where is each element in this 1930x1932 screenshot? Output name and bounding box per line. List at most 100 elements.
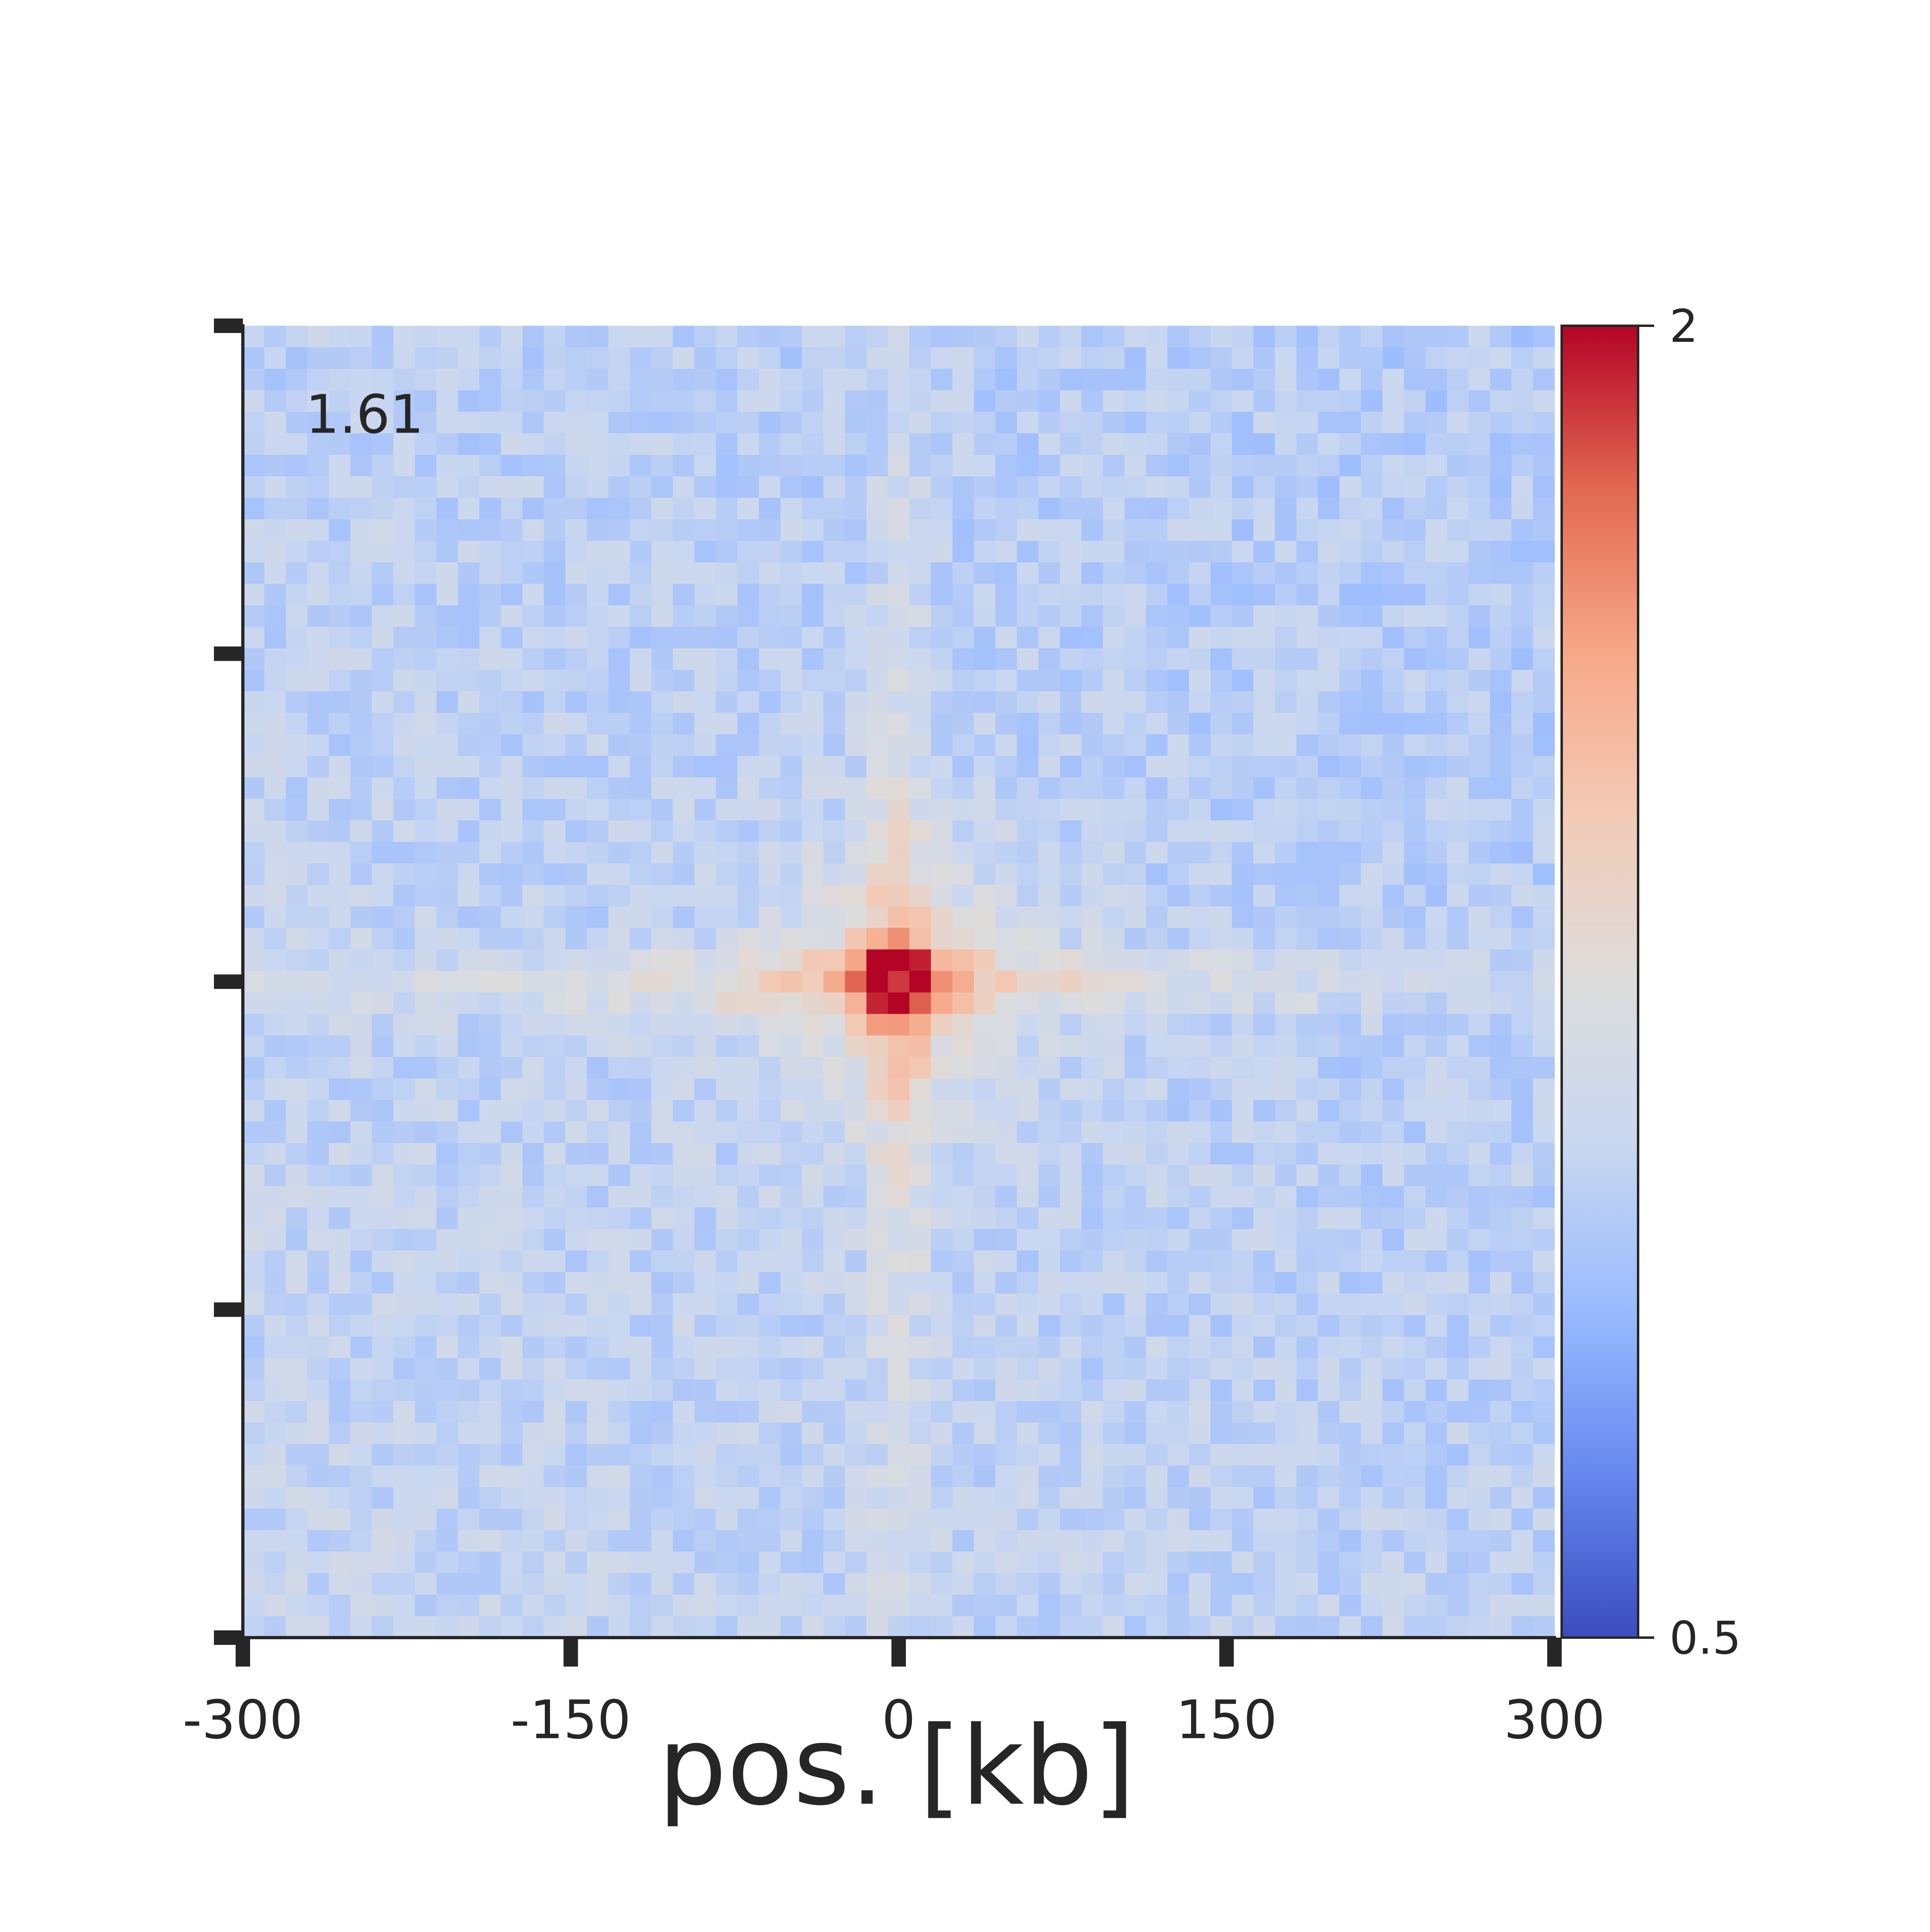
- heatmap-cell: [458, 1616, 480, 1638]
- heatmap-cell: [1533, 820, 1555, 843]
- heatmap-cell: [415, 756, 437, 778]
- heatmap-cell: [458, 347, 480, 369]
- heatmap-cell: [522, 648, 544, 670]
- heatmap-cell: [415, 433, 437, 455]
- heatmap-cell: [931, 1143, 953, 1165]
- heatmap-cell: [651, 433, 673, 455]
- heatmap-cell: [479, 605, 501, 627]
- heatmap-cell: [630, 519, 652, 541]
- heatmap-cell: [1511, 1272, 1534, 1294]
- heatmap-cell: [866, 1035, 889, 1057]
- heatmap-cell: [1210, 627, 1232, 649]
- heatmap-cell: [1232, 648, 1254, 670]
- heatmap-cell: [866, 949, 889, 972]
- heatmap-cell: [1533, 713, 1555, 735]
- heatmap-cell: [651, 326, 673, 348]
- heatmap-cell: [1425, 1401, 1448, 1423]
- heatmap-cell: [845, 411, 867, 434]
- heatmap-cell: [285, 368, 308, 391]
- heatmap-cell: [1167, 1272, 1189, 1294]
- heatmap-cell: [1468, 799, 1491, 821]
- heatmap-cell: [436, 1272, 458, 1294]
- heatmap-cell: [501, 1057, 523, 1079]
- heatmap-cell: [974, 777, 996, 800]
- heatmap-cell: [1318, 1444, 1340, 1466]
- heatmap-cell: [1382, 541, 1404, 563]
- heatmap-cell: [995, 519, 1017, 541]
- heatmap-cell: [1468, 1616, 1491, 1638]
- heatmap-cell: [1339, 1014, 1361, 1036]
- heatmap-cell: [544, 1229, 566, 1251]
- heatmap-cell: [243, 1272, 265, 1294]
- heatmap-cell: [372, 670, 394, 692]
- heatmap-cell: [1167, 842, 1189, 864]
- heatmap-cell: [1081, 584, 1103, 606]
- heatmap-cell: [823, 1509, 846, 1531]
- heatmap-cell: [1167, 1164, 1189, 1186]
- heatmap-cell: [952, 670, 974, 692]
- heatmap-cell: [329, 1035, 351, 1057]
- heatmap-cell: [458, 799, 480, 821]
- heatmap-cell: [1490, 1014, 1512, 1036]
- heatmap-cell: [1447, 971, 1469, 993]
- heatmap-cell: [716, 1595, 738, 1617]
- heatmap-cell: [1210, 519, 1232, 541]
- heatmap-cell: [1167, 863, 1189, 886]
- heatmap-cell: [1124, 670, 1146, 692]
- heatmap-cell: [1232, 1293, 1254, 1315]
- heatmap-cell: [1425, 1121, 1448, 1143]
- heatmap-cell: [458, 1509, 480, 1531]
- heatmap-cell: [1404, 1336, 1426, 1359]
- heatmap-cell: [1511, 368, 1534, 391]
- heatmap-cell: [608, 627, 630, 649]
- heatmap-cell: [1361, 1444, 1383, 1466]
- heatmap-cell: [329, 347, 351, 369]
- heatmap-cell: [716, 605, 738, 627]
- heatmap-cell: [1167, 820, 1189, 843]
- heatmap-cell: [780, 1444, 803, 1466]
- heatmap-cell: [909, 390, 932, 412]
- heatmap-cell: [1124, 1272, 1146, 1294]
- heatmap-cell: [415, 777, 437, 800]
- heatmap-cell: [716, 1487, 738, 1509]
- heatmap-cell: [1339, 1595, 1361, 1617]
- heatmap-cell: [1210, 562, 1232, 584]
- heatmap-cell: [1468, 1444, 1491, 1466]
- heatmap-cell: [1490, 1143, 1512, 1165]
- heatmap-cell: [1468, 368, 1491, 391]
- heatmap-cell: [823, 1207, 846, 1229]
- heatmap-cell: [974, 605, 996, 627]
- heatmap-cell: [1253, 799, 1275, 821]
- heatmap-cell: [1232, 1401, 1254, 1423]
- heatmap-cell: [1253, 1121, 1275, 1143]
- heatmap-cell: [1533, 1315, 1555, 1337]
- heatmap-cell: [479, 713, 501, 735]
- heatmap-cell: [522, 1336, 544, 1359]
- heatmap-cell: [1038, 368, 1060, 391]
- heatmap-cell: [952, 1035, 974, 1057]
- heatmap-cell: [1038, 326, 1060, 348]
- heatmap-cell: [1296, 497, 1318, 520]
- heatmap-cell: [1103, 799, 1125, 821]
- heatmap-cell: [1447, 519, 1469, 541]
- heatmap-cell: [1038, 670, 1060, 692]
- heatmap-cell: [1146, 842, 1168, 864]
- heatmap-cell: [1533, 519, 1555, 541]
- heatmap-cell: [243, 390, 265, 412]
- heatmap-cell: [1189, 670, 1211, 692]
- heatmap-cell: [673, 1143, 695, 1165]
- heatmap-cell: [909, 497, 932, 520]
- heatmap-cell: [737, 519, 760, 541]
- heatmap-cell: [1210, 1100, 1232, 1122]
- heatmap-cell: [285, 390, 308, 412]
- heatmap-cell: [501, 584, 523, 606]
- heatmap-cell: [1318, 326, 1340, 348]
- heatmap-cell: [1511, 1207, 1534, 1229]
- heatmap-cell: [716, 1422, 738, 1445]
- heatmap-cell: [350, 1465, 372, 1488]
- heatmap-cell: [350, 1401, 372, 1423]
- heatmap-cell: [909, 1336, 932, 1359]
- heatmap-cell: [587, 1315, 609, 1337]
- heatmap-cell: [1533, 799, 1555, 821]
